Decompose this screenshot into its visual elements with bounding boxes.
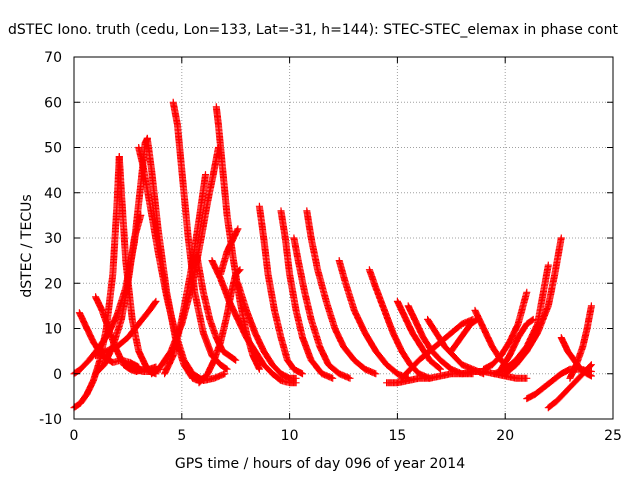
data-series (135, 144, 229, 384)
data-series (92, 211, 145, 378)
data-series (120, 361, 160, 375)
data-series (480, 288, 531, 373)
data-series (335, 257, 412, 382)
data-series (277, 207, 337, 382)
y-tick-label: 60 (44, 95, 62, 111)
y-tick-label: 70 (44, 50, 62, 66)
series-markers (398, 315, 477, 382)
data-series (290, 234, 354, 382)
series-markers (566, 302, 595, 382)
x-tick-label: 15 (388, 428, 406, 444)
data-series (501, 234, 565, 378)
series-markers (234, 279, 300, 382)
series-markers (277, 207, 337, 382)
data-series (217, 225, 242, 278)
series-markers (393, 297, 444, 373)
series-markers (92, 211, 145, 378)
x-axis-label: GPS time / hours of day 096 of year 2014 (174, 456, 466, 472)
data-series (234, 279, 300, 382)
axis-ticks: 0 5 10 15 20 25 -10 0 10 20 30 40 50 60 70 (39, 50, 622, 444)
y-tick-label: -10 (39, 412, 62, 428)
series-markers (92, 297, 160, 360)
x-tick-label: 20 (496, 428, 514, 444)
series-markers (501, 234, 565, 378)
series-markers (447, 315, 481, 355)
data-series (161, 171, 209, 378)
series-markers (303, 207, 380, 378)
x-tick-label: 0 (70, 428, 79, 444)
x-tick-label: 10 (281, 428, 299, 444)
y-axis-label: dSTEC / TECUs (19, 194, 35, 298)
data-series (255, 202, 306, 378)
y-tick-label: 40 (44, 186, 62, 202)
series-markers (335, 257, 412, 382)
series-markers (497, 315, 537, 373)
data-points (70, 98, 595, 412)
series-markers (120, 361, 160, 375)
data-series (365, 266, 434, 382)
series-markers (161, 171, 209, 378)
y-tick-label: 10 (44, 322, 62, 338)
grid-lines (74, 57, 613, 419)
data-series (566, 302, 595, 382)
y-tick-label: 20 (44, 276, 62, 292)
data-series (92, 297, 160, 360)
chart-title: dSTEC Iono. truth (cedu, Lon=133, Lat=-3… (8, 22, 618, 38)
series-markers (255, 202, 306, 378)
series-markers (135, 144, 229, 384)
data-series (398, 315, 477, 382)
series-markers (208, 257, 300, 387)
data-series (208, 257, 300, 387)
series-markers (290, 234, 354, 382)
x-tick-label: 25 (604, 428, 622, 444)
data-series (497, 315, 537, 373)
y-tick-label: 0 (53, 367, 62, 383)
data-series (303, 207, 380, 378)
data-series (393, 297, 444, 373)
x-tick-label: 5 (177, 428, 186, 444)
data-series (447, 315, 481, 355)
series-markers (480, 288, 531, 373)
series-markers (217, 225, 242, 278)
y-tick-label: 50 (44, 141, 62, 157)
series-markers (365, 266, 434, 382)
y-tick-label: 30 (44, 231, 62, 247)
